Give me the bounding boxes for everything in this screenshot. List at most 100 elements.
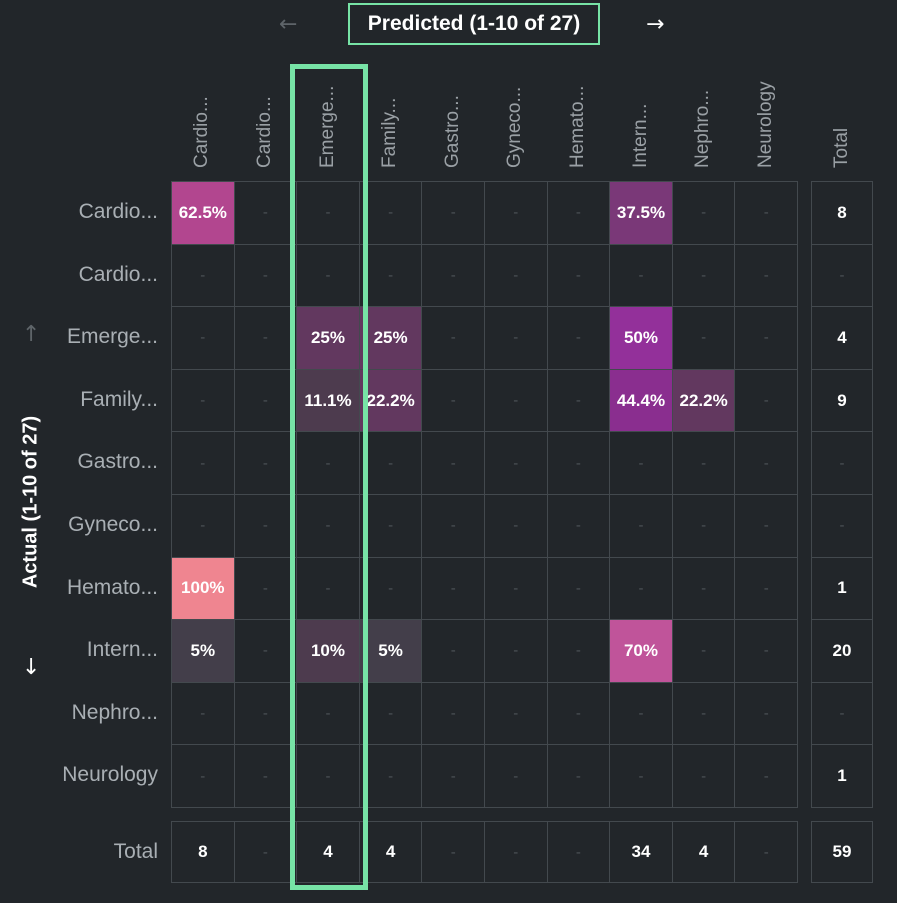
matrix-cell[interactable]: - bbox=[484, 556, 548, 621]
prev-page-arrow-icon[interactable]: ← bbox=[279, 12, 298, 37]
matrix-cell[interactable]: 44.4% bbox=[609, 368, 673, 433]
matrix-cell[interactable]: - bbox=[171, 306, 235, 370]
matrix-cell[interactable]: - bbox=[358, 431, 423, 495]
matrix-cell[interactable]: - bbox=[734, 306, 798, 370]
matrix-cell[interactable]: - bbox=[546, 494, 611, 558]
matrix-cell[interactable]: - bbox=[671, 494, 736, 558]
matrix-cell[interactable]: - bbox=[171, 368, 235, 433]
matrix-cell[interactable]: - bbox=[233, 619, 298, 683]
row-label[interactable]: Cardio... bbox=[78, 200, 158, 223]
scroll-up-arrow-icon[interactable]: ↑ bbox=[22, 322, 41, 347]
matrix-cell[interactable]: - bbox=[421, 619, 485, 683]
matrix-cell[interactable]: - bbox=[296, 243, 360, 308]
matrix-cell[interactable]: - bbox=[358, 744, 423, 808]
column-label[interactable]: Gastro... bbox=[441, 95, 463, 168]
matrix-cell[interactable]: 22.2% bbox=[671, 368, 736, 433]
matrix-cell[interactable]: - bbox=[734, 243, 798, 308]
row-label[interactable]: Intern... bbox=[86, 638, 158, 662]
matrix-cell[interactable]: - bbox=[421, 744, 485, 808]
matrix-cell[interactable]: - bbox=[421, 243, 485, 308]
matrix-cell[interactable]: 22.2% bbox=[358, 368, 423, 433]
matrix-cell[interactable]: - bbox=[546, 368, 611, 433]
matrix-cell[interactable]: - bbox=[546, 431, 611, 495]
matrix-cell[interactable]: - bbox=[358, 556, 423, 621]
matrix-cell[interactable]: - bbox=[609, 556, 673, 621]
matrix-cell[interactable]: 25% bbox=[296, 306, 360, 370]
matrix-cell[interactable]: - bbox=[671, 619, 736, 683]
matrix-cell[interactable]: - bbox=[171, 744, 235, 808]
matrix-cell[interactable]: - bbox=[233, 306, 298, 370]
matrix-cell[interactable]: - bbox=[233, 556, 298, 621]
matrix-cell[interactable]: - bbox=[296, 556, 360, 621]
scroll-down-arrow-icon[interactable]: ↓ bbox=[22, 655, 41, 680]
matrix-cell[interactable]: - bbox=[233, 681, 298, 746]
matrix-cell[interactable]: - bbox=[671, 681, 736, 746]
matrix-cell[interactable]: 10% bbox=[296, 619, 360, 683]
matrix-cell[interactable]: - bbox=[671, 243, 736, 308]
matrix-cell[interactable]: - bbox=[671, 306, 736, 370]
matrix-cell[interactable]: - bbox=[233, 431, 298, 495]
matrix-cell[interactable]: - bbox=[358, 181, 423, 245]
matrix-cell[interactable]: - bbox=[233, 744, 298, 808]
matrix-cell[interactable]: 62.5% bbox=[171, 181, 235, 245]
matrix-cell[interactable]: 5% bbox=[171, 619, 235, 683]
matrix-cell[interactable]: - bbox=[296, 181, 360, 245]
column-label[interactable]: Emerge... bbox=[316, 85, 338, 168]
matrix-cell[interactable]: - bbox=[358, 494, 423, 558]
matrix-cell[interactable]: - bbox=[734, 556, 798, 621]
matrix-cell[interactable]: - bbox=[546, 181, 611, 245]
matrix-cell[interactable]: - bbox=[296, 681, 360, 746]
next-page-arrow-icon[interactable]: → bbox=[646, 12, 665, 37]
matrix-cell[interactable]: - bbox=[546, 681, 611, 746]
matrix-cell[interactable]: - bbox=[484, 681, 548, 746]
column-label[interactable]: Neurology bbox=[754, 81, 776, 168]
column-label[interactable]: Intern... bbox=[629, 103, 651, 168]
matrix-cell[interactable]: - bbox=[671, 431, 736, 495]
row-label[interactable]: Neurology bbox=[62, 763, 158, 787]
matrix-cell[interactable]: - bbox=[734, 681, 798, 746]
column-label[interactable]: Cardio... bbox=[253, 96, 275, 168]
matrix-cell[interactable]: - bbox=[609, 681, 673, 746]
matrix-cell[interactable]: - bbox=[421, 494, 485, 558]
matrix-cell[interactable]: - bbox=[484, 243, 548, 308]
row-label[interactable]: Cardio... bbox=[78, 262, 158, 286]
matrix-cell[interactable]: - bbox=[296, 431, 360, 495]
matrix-cell[interactable]: - bbox=[484, 181, 548, 245]
matrix-cell[interactable]: - bbox=[484, 619, 548, 683]
matrix-cell[interactable]: - bbox=[233, 181, 298, 245]
matrix-cell[interactable]: 100% bbox=[171, 556, 235, 621]
matrix-cell[interactable]: - bbox=[546, 243, 611, 308]
matrix-cell[interactable]: - bbox=[171, 494, 235, 558]
matrix-cell[interactable]: - bbox=[609, 431, 673, 495]
matrix-cell[interactable]: - bbox=[421, 556, 485, 621]
matrix-cell[interactable]: 37.5% bbox=[609, 181, 673, 245]
matrix-cell[interactable]: - bbox=[546, 556, 611, 621]
matrix-cell[interactable]: - bbox=[296, 744, 360, 808]
matrix-cell[interactable]: - bbox=[609, 494, 673, 558]
matrix-cell[interactable]: - bbox=[734, 494, 798, 558]
column-label[interactable]: Family... bbox=[379, 97, 401, 168]
matrix-cell[interactable]: 70% bbox=[609, 619, 673, 683]
matrix-cell[interactable]: - bbox=[484, 306, 548, 370]
matrix-cell[interactable]: - bbox=[609, 243, 673, 308]
matrix-cell[interactable]: - bbox=[233, 243, 298, 308]
matrix-cell[interactable]: - bbox=[171, 243, 235, 308]
matrix-cell[interactable]: - bbox=[546, 744, 611, 808]
row-label[interactable]: Gastro... bbox=[77, 450, 158, 474]
matrix-cell[interactable]: - bbox=[609, 744, 673, 808]
matrix-cell[interactable]: - bbox=[671, 744, 736, 808]
column-label[interactable]: Cardio... bbox=[191, 96, 213, 168]
matrix-cell[interactable]: - bbox=[484, 368, 548, 433]
matrix-cell[interactable]: - bbox=[358, 243, 423, 308]
matrix-cell[interactable]: - bbox=[421, 181, 485, 245]
matrix-cell[interactable]: - bbox=[671, 181, 736, 245]
matrix-cell[interactable]: 11.1% bbox=[296, 368, 360, 433]
column-label[interactable]: Nephro... bbox=[692, 89, 714, 168]
matrix-cell[interactable]: - bbox=[734, 431, 798, 495]
matrix-cell[interactable]: - bbox=[546, 619, 611, 683]
matrix-cell[interactable]: - bbox=[233, 368, 298, 433]
matrix-cell[interactable]: - bbox=[421, 431, 485, 495]
row-label[interactable]: Gyneco... bbox=[68, 513, 158, 536]
matrix-cell[interactable]: - bbox=[734, 619, 798, 683]
matrix-cell[interactable]: - bbox=[171, 431, 235, 495]
